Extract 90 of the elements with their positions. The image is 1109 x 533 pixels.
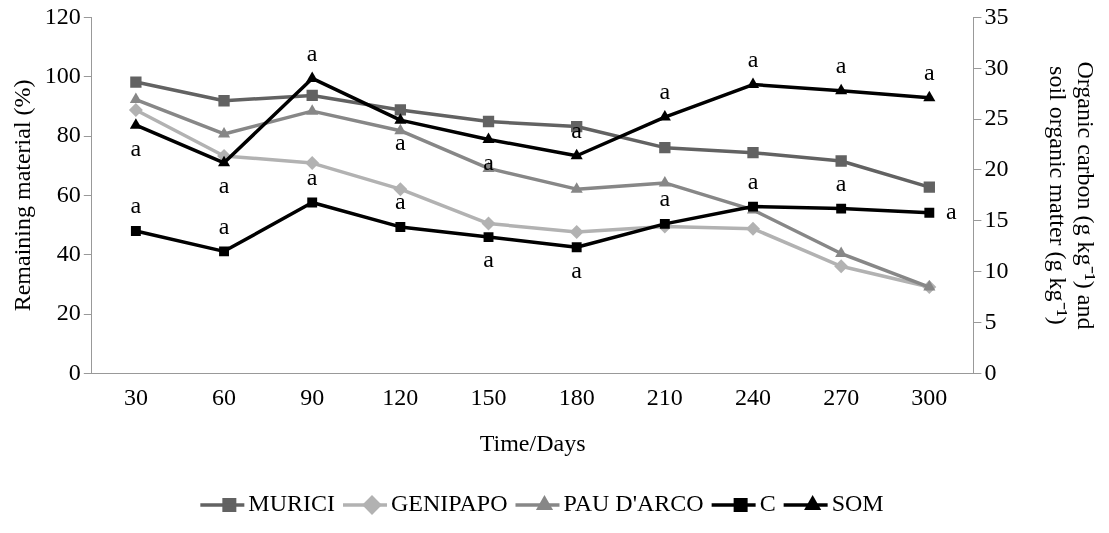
data-label: a [218, 172, 230, 199]
data-label: a [747, 167, 759, 194]
point [658, 175, 671, 187]
point [306, 89, 318, 102]
point [217, 155, 231, 167]
legend-label: GENIPAPO [391, 490, 508, 517]
point [570, 148, 583, 160]
point [219, 246, 229, 257]
point [924, 207, 935, 218]
x-tick-label: 150 [470, 384, 507, 411]
point [130, 76, 142, 88]
point [569, 224, 584, 239]
x-tick-label: 120 [382, 384, 419, 411]
y2-axis-title: Organic carbon (g kg⁻¹) and soil organic matter (g kg⁻¹) [1044, 61, 1100, 330]
point [218, 95, 230, 107]
x-tick-label: 270 [823, 384, 860, 411]
legend-label: SOM [831, 490, 884, 517]
point [834, 259, 849, 274]
point [394, 104, 407, 116]
point [571, 242, 582, 253]
data-label: a [923, 59, 935, 86]
point [481, 216, 496, 231]
x-tick-label: 30 [123, 384, 148, 411]
y2-tick-label: 10 [984, 256, 1009, 283]
data-label: a [747, 45, 759, 72]
y2-tick-label: 30 [984, 53, 1009, 80]
point [130, 226, 141, 236]
point [394, 123, 407, 135]
point [129, 118, 142, 129]
point [483, 232, 494, 243]
point [746, 77, 760, 89]
point [923, 90, 936, 102]
point [306, 104, 319, 115]
point [394, 113, 407, 124]
data-label: a [659, 185, 671, 212]
y2-tick-label: 20 [984, 155, 1009, 182]
y-tick-label: 0 [68, 358, 81, 385]
y-tick-label: 40 [56, 240, 81, 267]
x-tick-label: 90 [300, 384, 325, 411]
y-axis-title: Remaining material (%) [8, 79, 35, 312]
data-label: a [483, 246, 495, 273]
data-label: a [835, 169, 847, 196]
y2-tick-label: 35 [984, 2, 1009, 29]
point [307, 197, 318, 208]
data-label: a [130, 192, 142, 219]
point [659, 141, 671, 154]
point [659, 218, 670, 229]
x-tick-label: 210 [646, 384, 683, 411]
data-label: a [218, 212, 230, 239]
y-tick-label: 80 [56, 121, 81, 148]
point [570, 182, 583, 193]
point [835, 83, 848, 95]
point [393, 182, 408, 197]
data-label: a [945, 197, 957, 224]
legend-label: PAU D'ARCO [563, 490, 704, 517]
data-label: a [306, 39, 318, 66]
point [835, 155, 847, 167]
point [746, 221, 760, 236]
point [305, 156, 320, 171]
x-tick-label: 180 [558, 384, 595, 411]
y-tick-label: 60 [56, 180, 81, 207]
y-tick-label: 120 [44, 2, 81, 29]
point [395, 221, 406, 232]
data-label: a [395, 188, 407, 215]
point [128, 102, 143, 117]
x-tick-label: 240 [735, 384, 771, 411]
y2-tick-label: 15 [984, 206, 1009, 233]
point [923, 181, 935, 193]
y2-tick-label: 5 [984, 307, 997, 334]
legend-label: C [759, 490, 776, 517]
y2-tick-label: 25 [984, 104, 1009, 131]
y2-tick-label: 0 [984, 358, 997, 385]
point [482, 115, 495, 128]
data-label: a [395, 129, 407, 156]
x-tick-label: 60 [212, 384, 237, 411]
point [836, 203, 847, 214]
y-tick-label: 20 [56, 299, 81, 326]
data-label: a [130, 134, 142, 161]
data-label: a [306, 163, 318, 190]
y-tick-label: 100 [44, 62, 81, 89]
data-label: a [835, 51, 847, 78]
point [747, 147, 759, 159]
x-tick-label: 300 [911, 384, 948, 411]
data-label: a [483, 148, 495, 175]
point [923, 280, 936, 291]
legend-label: MURICI [248, 490, 336, 517]
x-axis-title: Time/Days [479, 429, 586, 456]
point [482, 132, 495, 143]
data-label: a [659, 78, 671, 105]
data-label: a [571, 256, 583, 283]
